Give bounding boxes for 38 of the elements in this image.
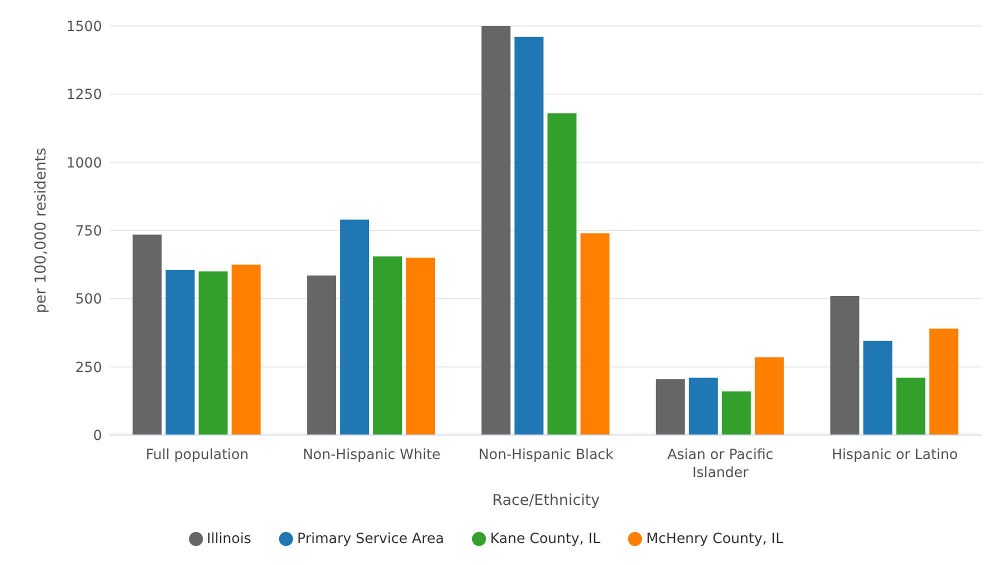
bar (406, 258, 436, 435)
legend-label: McHenry County, IL (646, 531, 784, 547)
y-tick-label: 500 (75, 292, 102, 308)
bar (166, 270, 195, 435)
bar (340, 220, 370, 435)
bar (754, 357, 784, 435)
y-axis-title: per 100,000 residents (31, 148, 50, 314)
y-tick-label: 0 (93, 428, 102, 444)
bar (580, 233, 610, 435)
bar (547, 113, 576, 435)
y-tick-label: 250 (75, 360, 102, 376)
x-axis-title: Race/Ethnicity (492, 491, 600, 509)
bar (656, 379, 685, 435)
bar (373, 256, 402, 435)
y-tick-label: 1250 (66, 87, 102, 104)
bar (514, 36, 544, 435)
bar (132, 234, 162, 435)
x-tick-label: Non-Hispanic White (302, 447, 440, 463)
bar (830, 296, 860, 435)
y-tick-label: 1000 (66, 155, 102, 172)
x-tick-label: Full population (146, 447, 249, 463)
x-tick-label: Non-Hispanic Black (478, 447, 614, 463)
bar (688, 378, 718, 435)
bar (929, 328, 958, 435)
y-tick-label: 1500 (66, 18, 102, 35)
legend-label: Kane County, IL (490, 531, 600, 547)
y-tick-label: 750 (75, 223, 102, 240)
bar (896, 378, 926, 435)
x-tick-label: Hispanic or Latino (832, 447, 958, 463)
bar (307, 275, 336, 435)
bar (198, 271, 228, 435)
bar (481, 26, 510, 435)
bar (232, 264, 261, 435)
x-tick-label: Asian or Pacific Islander (667, 447, 774, 481)
bar (863, 340, 892, 435)
legend-label: Illinois (206, 531, 252, 547)
legend-label: Primary Service Area (297, 531, 444, 547)
bar (722, 391, 751, 435)
